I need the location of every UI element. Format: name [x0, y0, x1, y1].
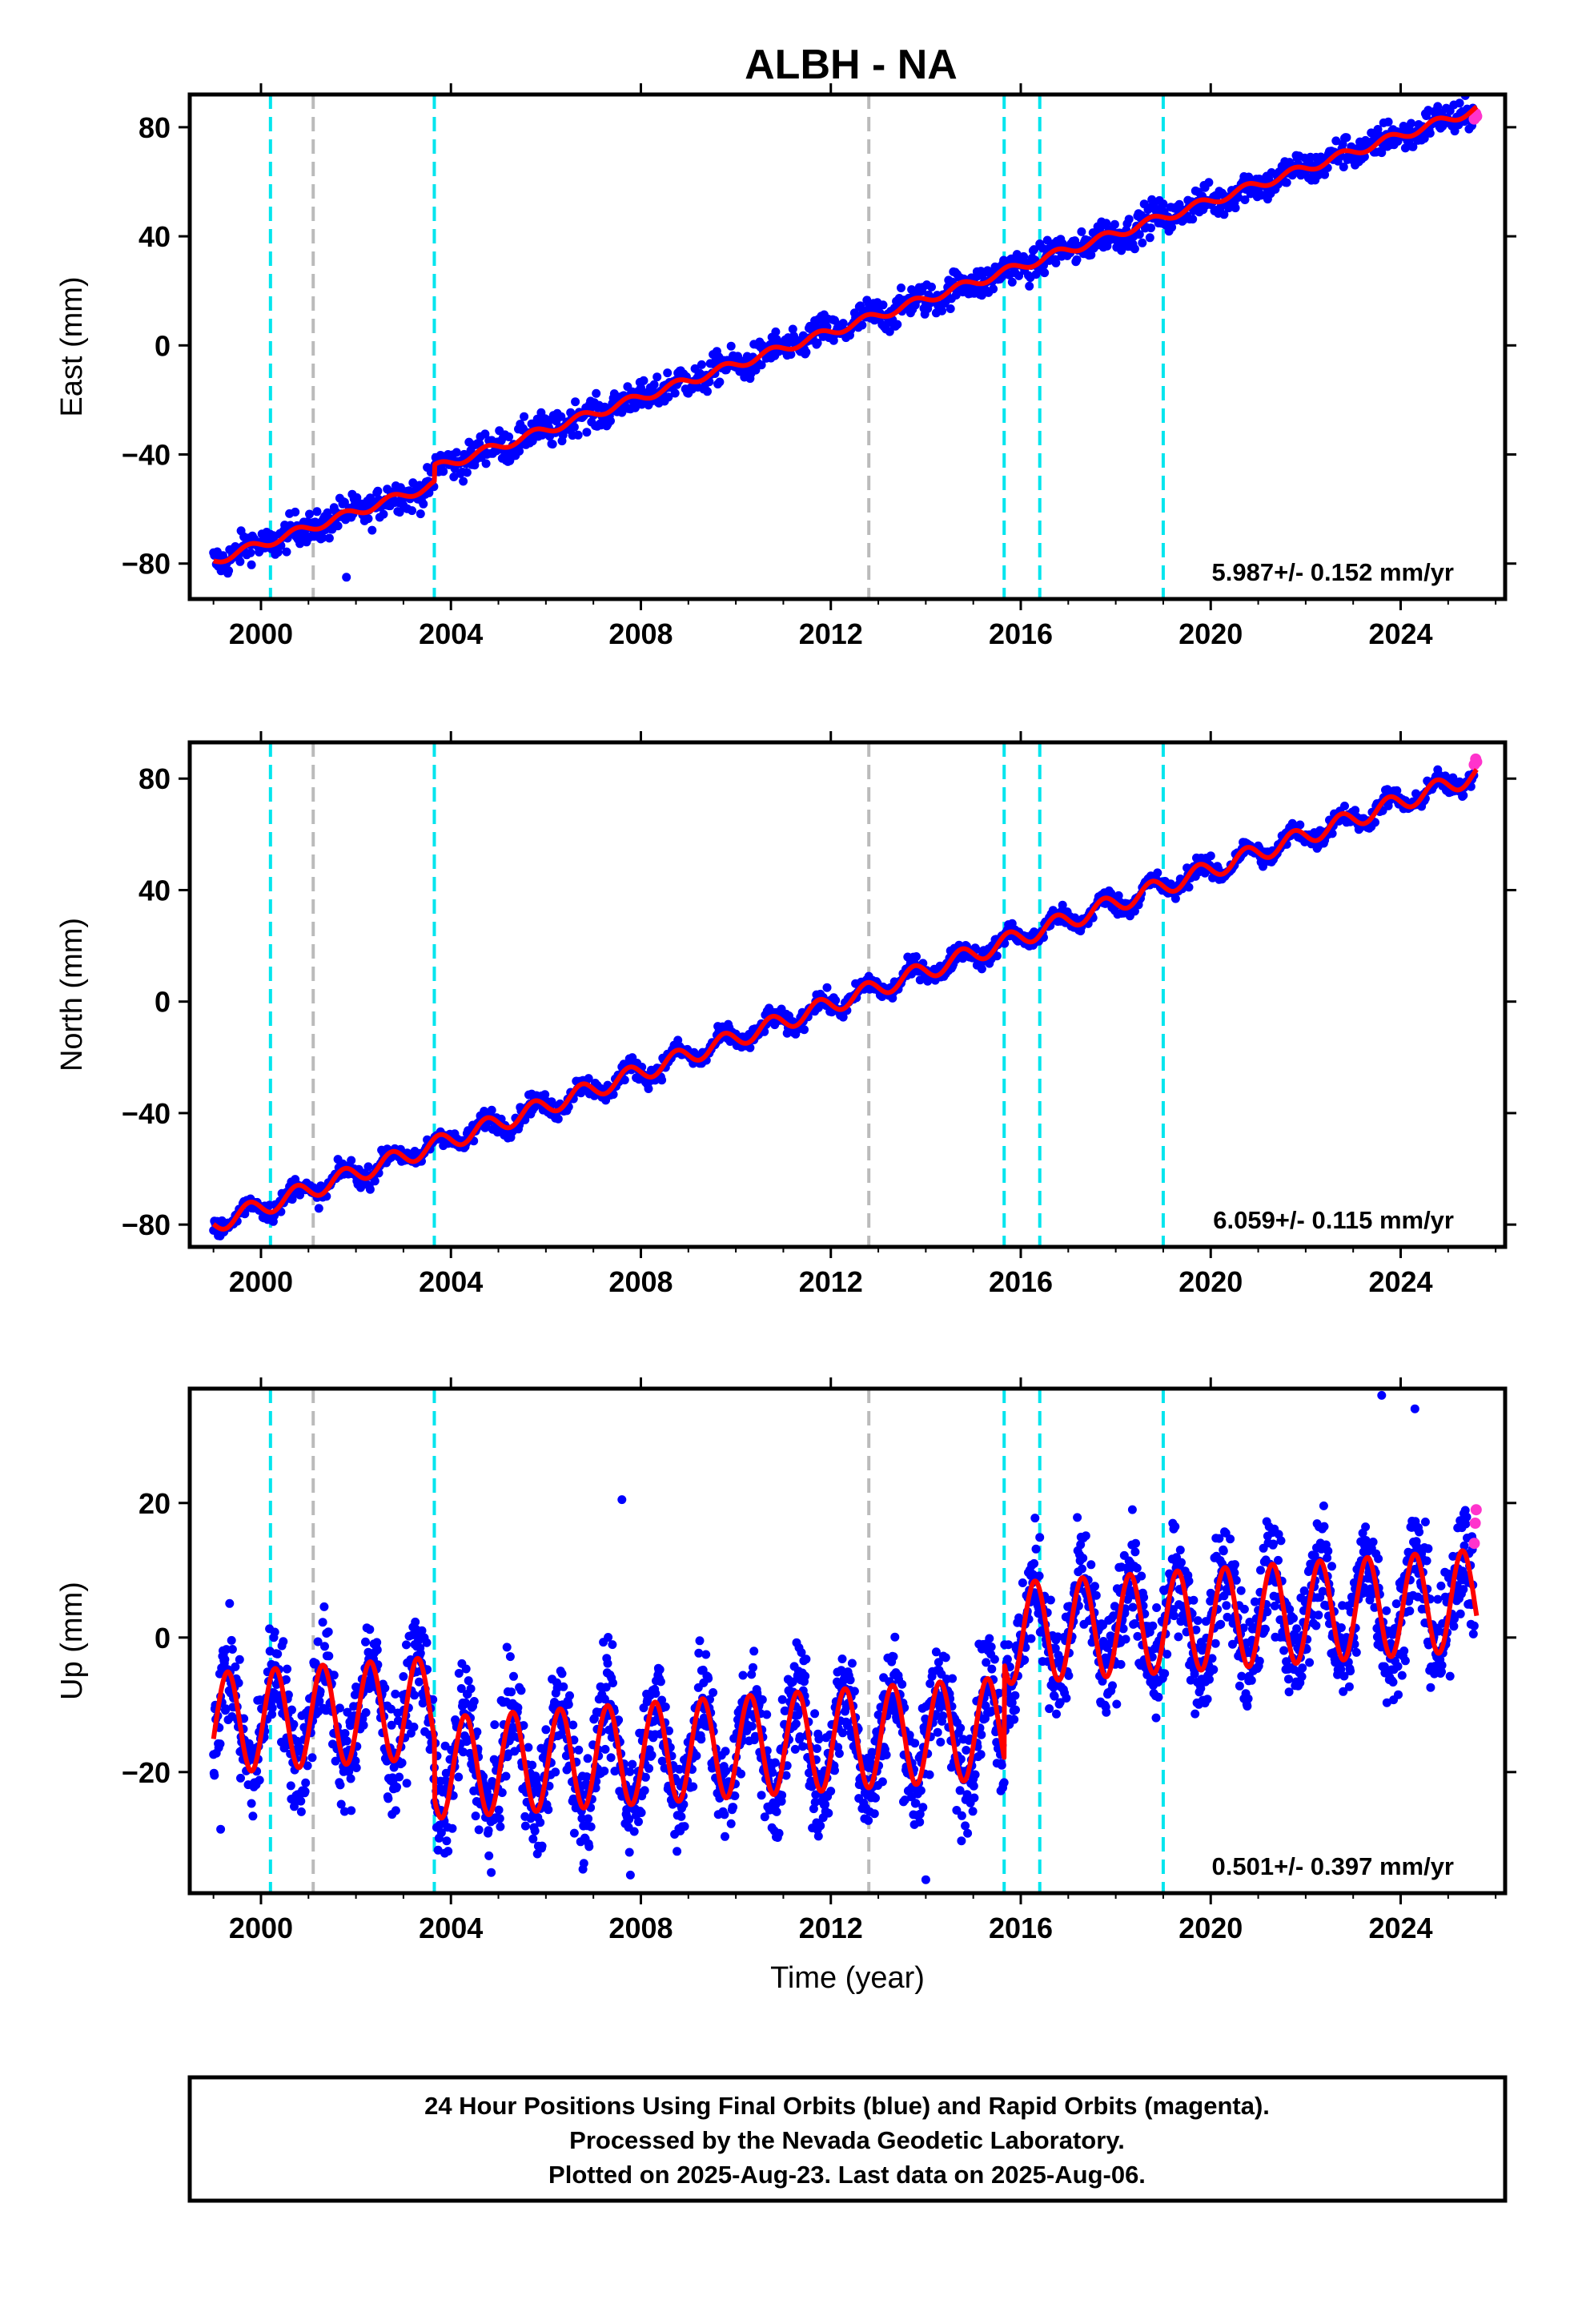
model-fit-line	[211, 1548, 1480, 1821]
x-tick-label: 2012	[799, 617, 863, 650]
x-tick-label: 2008	[608, 1265, 673, 1298]
y-tick-label: 80	[139, 762, 171, 795]
y-tick-label: 0	[155, 986, 171, 1019]
y-tick-label: 0	[155, 329, 171, 362]
x-tick-label: 2012	[799, 1265, 863, 1298]
x-tick-label: 2016	[989, 1912, 1053, 1944]
rapid-orbit-point	[1471, 111, 1483, 123]
panel-frame	[187, 92, 1508, 601]
x-tick-label: 2020	[1178, 1265, 1243, 1298]
up-panel: 2000 2004 2008 2012 2016 2020 2024 −20 0 20 Up (mm…	[55, 1377, 1516, 1995]
plot-area	[209, 94, 1483, 599]
velocity-label: 6.059+/- 0.115 mm/yr	[1213, 1206, 1454, 1234]
x-tick-label: 2024	[1368, 1912, 1432, 1944]
y-tick-label: −20	[122, 1756, 171, 1789]
y-axis-label: Up (mm)	[55, 1582, 89, 1700]
x-tick-label: 2004	[419, 1912, 483, 1944]
plot-area	[209, 1389, 1482, 1893]
x-axis-label: Time (year)	[770, 1961, 925, 1995]
x-tick-label: 2024	[1368, 1265, 1432, 1298]
rapid-orbit-point	[1471, 756, 1483, 768]
footer-line-1: 24 Hour Positions Using Final Orbits (bl…	[424, 2092, 1270, 2120]
model-fit-line	[211, 104, 1479, 565]
x-tick-label: 2020	[1178, 617, 1243, 650]
x-tick-label: 2004	[419, 1265, 483, 1298]
y-tick-label: 40	[139, 874, 171, 907]
y-tick-label: −40	[122, 1097, 171, 1130]
x-tick-label: 2024	[1368, 617, 1432, 650]
footer-frame	[187, 2075, 1508, 2203]
velocity-label: 0.501+/- 0.397 mm/yr	[1212, 1852, 1454, 1880]
x-tick-label: 2016	[989, 617, 1053, 650]
x-tick-label: 2000	[229, 1912, 293, 1944]
rapid-orbit-point	[1470, 1504, 1482, 1516]
model-fit-line	[211, 767, 1479, 1232]
figure-title: ALBH - NA	[745, 42, 958, 88]
x-tick-label: 2008	[608, 617, 673, 650]
panel-frame	[187, 1386, 1508, 1896]
east-panel: 2000 2004 2008 2012 2016 2020 2024 −80 −40 0 40 80 E…	[55, 83, 1516, 650]
x-tick-label: 2020	[1178, 1912, 1243, 1944]
y-tick-label: −80	[122, 548, 171, 581]
y-tick-label: 0	[155, 1622, 171, 1655]
footer-box: 24 Hour Positions Using Final Orbits (bl…	[187, 2075, 1508, 2203]
y-tick-label: 20	[139, 1487, 171, 1520]
rapid-orbit-point	[1469, 1518, 1481, 1529]
x-tick-label: 2000	[229, 1265, 293, 1298]
y-tick-label: 80	[139, 111, 171, 144]
rapid-orbit-point	[1468, 1538, 1480, 1550]
north-panel: 2000 2004 2008 2012 2016 2020 2024 −80 −40 0 40 80 N…	[55, 731, 1516, 1298]
x-tick-label: 2012	[799, 1912, 863, 1944]
x-tick-label: 2016	[989, 1265, 1053, 1298]
footer-line-2: Processed by the Nevada Geodetic Laborat…	[569, 2126, 1125, 2154]
velocity-label: 5.987+/- 0.152 mm/yr	[1212, 558, 1454, 586]
plot-area	[209, 742, 1483, 1247]
y-tick-label: −40	[122, 439, 171, 472]
y-tick-label: −80	[122, 1208, 171, 1241]
footer-line-3: Plotted on 2025-Aug-23. Last data on 202…	[548, 2161, 1146, 2189]
panel-frame	[187, 740, 1508, 1249]
y-axis-label: East (mm)	[55, 276, 89, 416]
x-tick-label: 2008	[608, 1912, 673, 1944]
x-tick-label: 2004	[419, 617, 483, 650]
y-axis-label: North (mm)	[55, 918, 89, 1072]
y-tick-label: 40	[139, 220, 171, 253]
final-orbit-points	[209, 94, 1479, 582]
x-tick-label: 2000	[229, 617, 293, 650]
